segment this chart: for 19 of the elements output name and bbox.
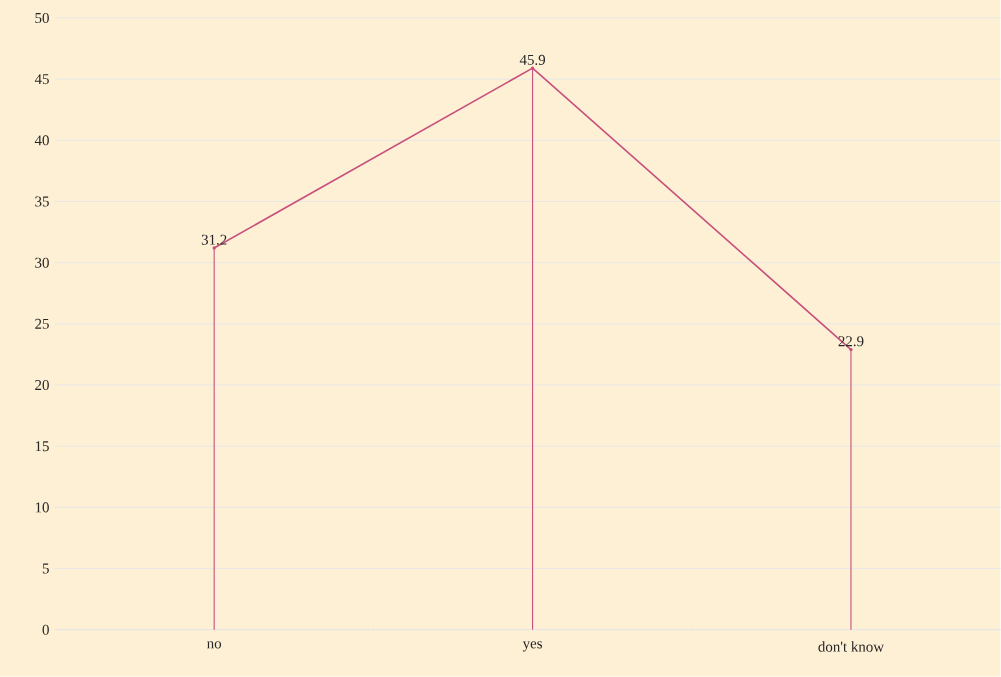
y-tick-label: 40 bbox=[34, 135, 49, 146]
point bbox=[530, 66, 535, 70]
point bbox=[849, 348, 853, 352]
y-tick-label: 10 bbox=[35, 502, 49, 513]
x-tick-label: yes bbox=[522, 641, 542, 652]
y-tick-label: 30 bbox=[35, 257, 49, 268]
y-tick-label: 25 bbox=[35, 318, 49, 330]
y-tick-label: 20 bbox=[35, 380, 49, 391]
y-tick-label: 35 bbox=[35, 196, 49, 207]
y-tick-label: 50 bbox=[35, 13, 49, 24]
y-tick-label: 15 bbox=[35, 441, 49, 452]
y-tick-label: 5 bbox=[42, 563, 49, 574]
y-tick-label: 0 bbox=[42, 624, 49, 635]
data-label: 31.2 bbox=[201, 234, 227, 245]
data-label: 45.9 bbox=[519, 54, 546, 66]
x-tick-label: no bbox=[207, 641, 222, 649]
point bbox=[212, 246, 216, 250]
x-tick-label: don't know bbox=[818, 641, 884, 652]
y-tick-label: 45 bbox=[34, 74, 49, 85]
